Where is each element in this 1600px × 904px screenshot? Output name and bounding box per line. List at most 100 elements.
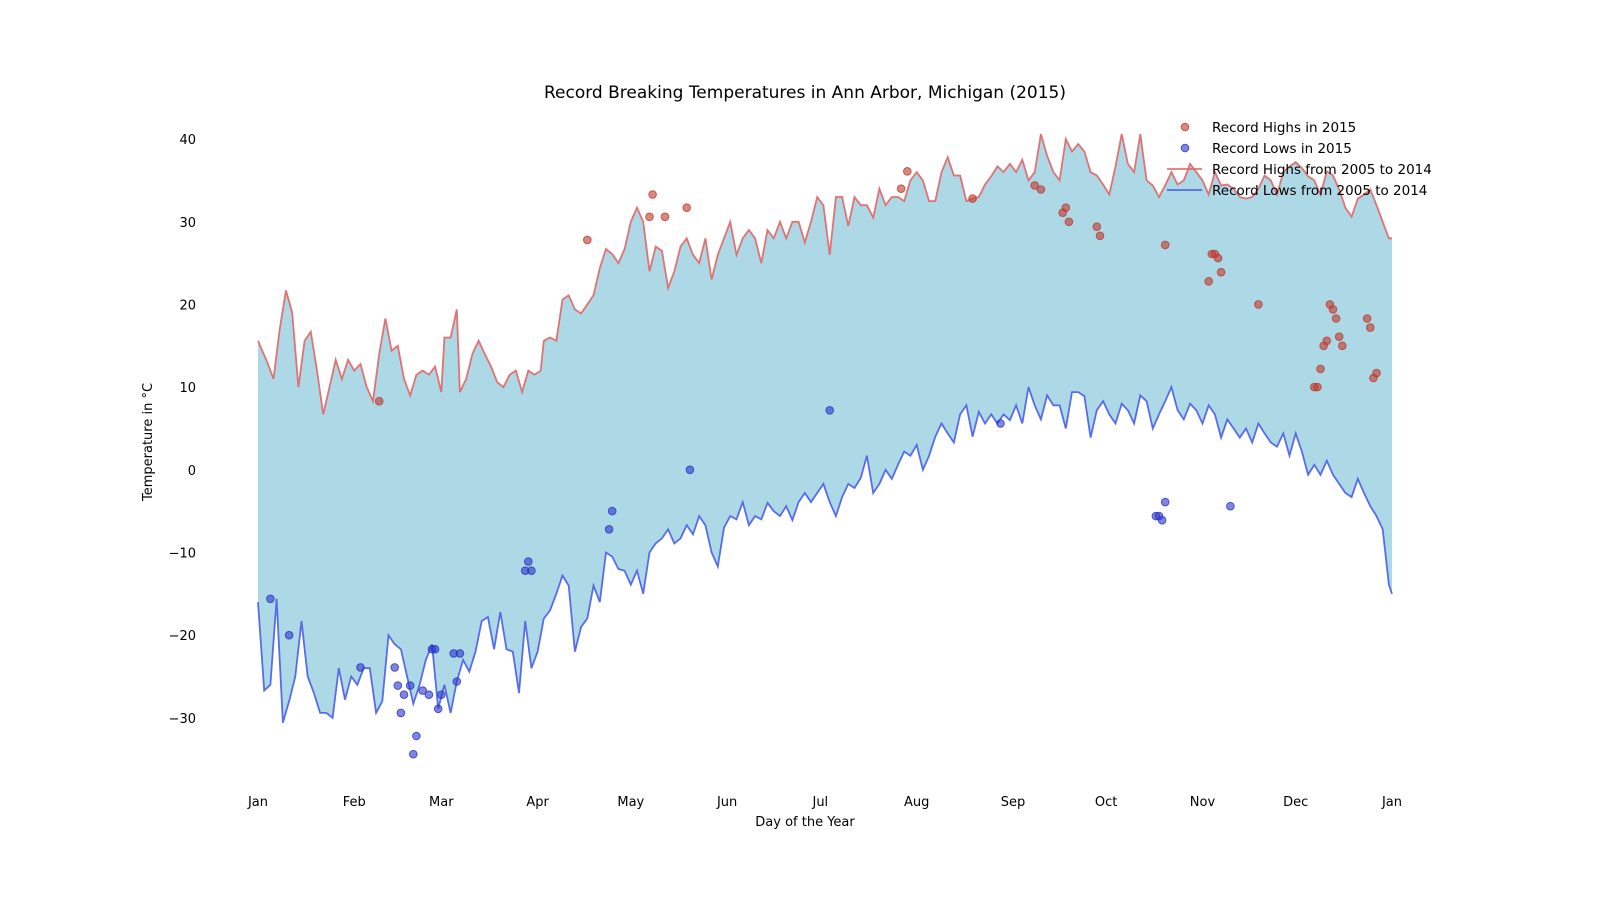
record-high-2015-point xyxy=(583,235,592,245)
record-low-2015-point xyxy=(437,690,446,700)
x-tick-label: Oct xyxy=(1095,795,1117,810)
lines-layer xyxy=(257,133,1393,724)
x-tick-label: Nov xyxy=(1190,795,1216,810)
record-high-2015-point xyxy=(1313,382,1322,392)
record-low-2015-point xyxy=(1157,515,1167,525)
legend-entry: Record Highs in 2015 xyxy=(1180,120,1356,136)
record-high-2015-point xyxy=(1095,231,1105,241)
x-axis-label: Day of the Year xyxy=(755,815,855,830)
legend: Record Highs in 2015 Record Lows in 2015 R… xyxy=(1167,120,1432,199)
record-low-2015-point xyxy=(430,644,440,654)
legend-entry: Record Highs from 2005 to 2014 xyxy=(1167,162,1432,178)
record-low-2015-point xyxy=(527,566,536,576)
record-low-2015-point xyxy=(396,708,406,718)
fill-between-area xyxy=(258,134,1392,723)
x-tick-label: Sep xyxy=(1001,795,1026,810)
fill-between-layer xyxy=(258,134,1392,723)
y-tick-label: −10 xyxy=(169,546,196,561)
x-tick-label: Dec xyxy=(1283,795,1308,810)
record-high-2015-point xyxy=(1372,368,1381,378)
x-tick-label: Jan xyxy=(247,795,268,810)
record-low-2015-point xyxy=(996,419,1005,428)
y-ticks: 40 30 20 10 0 −10 −20 −30 xyxy=(169,133,196,727)
record-low-2015-point xyxy=(524,557,533,566)
x-ticks: Jan Feb Mar Apr May Jun Jul Aug Sep Oct Nov Dec Jan xyxy=(247,795,1402,810)
record-low-2015-point xyxy=(424,690,434,700)
x-tick-label: May xyxy=(617,795,644,810)
series-line-record-lows-2005-2014 xyxy=(257,384,1393,724)
record-high-2015-point xyxy=(1331,314,1341,323)
record-low-2015-point xyxy=(433,704,443,714)
y-tick-label: 40 xyxy=(179,133,196,148)
record-high-2015-point xyxy=(1328,305,1338,314)
record-high-2015-point xyxy=(1366,323,1375,332)
record-low-2015-point xyxy=(455,649,465,658)
points-layer xyxy=(266,167,1381,759)
legend-label: Record Lows in 2015 xyxy=(1212,141,1352,157)
record-high-2015-point xyxy=(374,396,384,406)
record-low-2015-point xyxy=(284,630,294,640)
record-high-2015-point xyxy=(1160,240,1170,250)
record-low-2015-point xyxy=(390,663,400,672)
record-high-2015-point xyxy=(1322,336,1332,346)
record-high-2015-point xyxy=(660,212,670,222)
record-low-2015-point xyxy=(685,465,695,475)
x-tick-label: Aug xyxy=(904,795,929,810)
legend-marker xyxy=(1180,122,1190,132)
legend-entry: Record Lows in 2015 xyxy=(1180,141,1352,157)
legend-label: Record Highs from 2005 to 2014 xyxy=(1212,162,1432,178)
legend-marker xyxy=(1180,143,1190,153)
record-high-2015-point xyxy=(1030,181,1039,190)
y-tick-label: −20 xyxy=(169,629,196,644)
y-tick-label: 20 xyxy=(179,298,196,313)
record-high-2015-point xyxy=(1204,277,1213,286)
record-low-2015-point xyxy=(266,594,275,604)
chart-title: Record Breaking Temperatures in Ann Arbo… xyxy=(544,83,1066,103)
x-tick-label: Jul xyxy=(811,795,828,810)
record-low-2015-point xyxy=(393,681,403,690)
record-high-2015-point xyxy=(968,194,977,203)
record-high-2015-point xyxy=(645,212,654,222)
y-tick-label: −30 xyxy=(169,712,196,727)
record-low-2015-point xyxy=(825,406,835,415)
record-high-2015-point xyxy=(648,190,657,199)
record-low-2015-point xyxy=(1160,497,1170,507)
legend-entry: Record Lows from 2005 to 2014 xyxy=(1167,183,1427,199)
record-high-2015-point xyxy=(1216,267,1226,277)
record-low-2015-point xyxy=(1226,501,1235,511)
record-high-2015-point xyxy=(1064,217,1074,227)
record-high-2015-point xyxy=(1316,364,1325,374)
record-high-2015-point xyxy=(1334,332,1344,342)
record-high-2015-point xyxy=(1061,203,1071,212)
record-high-2015-point xyxy=(896,184,906,193)
x-tick-label: Apr xyxy=(526,795,549,810)
record-high-2015-point xyxy=(1338,341,1347,351)
record-high-2015-point xyxy=(682,203,692,212)
record-low-2015-point xyxy=(412,731,421,741)
y-tick-label: 30 xyxy=(179,216,196,231)
record-low-2015-point xyxy=(418,686,428,695)
legend-label: Record Lows from 2005 to 2014 xyxy=(1212,183,1427,199)
series-line-record-highs-2005-2014 xyxy=(257,133,1392,415)
record-high-2015-point xyxy=(1213,253,1223,263)
y-tick-label: 10 xyxy=(179,381,196,396)
record-high-2015-point xyxy=(1036,185,1046,194)
x-tick-label: Jun xyxy=(716,795,737,810)
x-tick-label: Jan xyxy=(1381,795,1402,810)
record-low-2015-point xyxy=(452,677,462,686)
record-low-2015-point xyxy=(604,525,614,534)
x-tick-label: Feb xyxy=(343,795,366,810)
y-tick-label: 0 xyxy=(188,464,196,479)
record-high-2015-point xyxy=(1092,222,1102,231)
record-low-2015-point xyxy=(399,690,409,700)
record-low-2015-point xyxy=(405,681,415,690)
x-tick-label: Mar xyxy=(429,795,454,810)
record-high-2015-point xyxy=(1254,300,1263,309)
record-low-2015-point xyxy=(356,663,365,672)
record-low-2015-point xyxy=(409,749,418,759)
y-axis-label: Temperature in °C xyxy=(141,383,156,502)
record-high-2015-point xyxy=(903,167,912,176)
record-low-2015-point xyxy=(607,506,617,516)
